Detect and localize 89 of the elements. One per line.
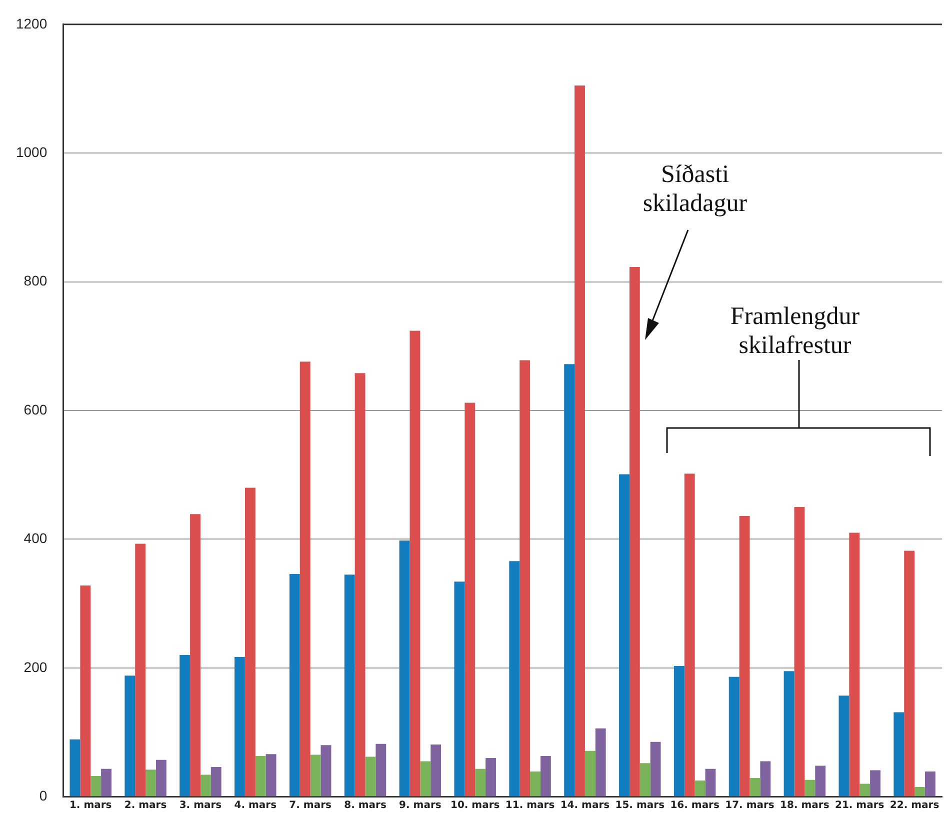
y-tick-label: 1000 (16, 144, 48, 160)
y-tick-label: 200 (24, 658, 48, 675)
annotation: Síðasti skiladagur (642, 160, 748, 218)
bar (694, 780, 706, 796)
bar (146, 770, 156, 796)
y-tick-label: 800 (24, 272, 48, 289)
bar (794, 507, 805, 796)
bar (684, 474, 695, 796)
annotation: Framlengdur skilafrestur (729, 302, 861, 360)
bar (376, 744, 386, 796)
x-tick-label: 11. mars (505, 800, 555, 812)
y-tick-label: 600 (24, 401, 48, 418)
bar (760, 761, 771, 796)
bar (904, 550, 915, 796)
bar (135, 544, 146, 796)
bar (838, 696, 850, 796)
bar (410, 330, 420, 796)
bar (289, 574, 300, 796)
x-tick-label: 16. mars (670, 800, 720, 812)
x-tick-label: 10. mars (450, 800, 500, 812)
bar (520, 360, 530, 796)
y-tick-label: 400 (24, 530, 48, 546)
bar (344, 574, 355, 796)
bar (156, 760, 166, 796)
bar (244, 488, 256, 796)
bar (860, 784, 870, 796)
bar (124, 676, 136, 796)
bar (210, 767, 222, 796)
bar (320, 745, 332, 796)
x-tick-label: 17. mars (725, 800, 774, 812)
x-tick-label: 7. mars (289, 800, 332, 812)
bar (530, 772, 540, 796)
bar (266, 754, 276, 796)
bar (234, 656, 245, 796)
bar (705, 768, 716, 796)
bar (399, 540, 410, 796)
x-tick-label: 14. mars (560, 800, 610, 812)
bar (650, 742, 661, 796)
bar (815, 766, 826, 796)
bar (629, 267, 640, 796)
bar (750, 778, 760, 796)
bar (849, 532, 860, 796)
x-tick-label: 2. mars (124, 800, 167, 812)
bar (509, 561, 520, 796)
bar (310, 754, 321, 796)
bar (475, 768, 486, 796)
bar (640, 763, 650, 796)
bar (430, 744, 442, 796)
x-tick-label: 22. mars (890, 800, 940, 812)
bar (584, 750, 596, 796)
y-tick-label: 0 (39, 787, 48, 804)
x-tick-label: 18. mars (780, 800, 830, 812)
bar (924, 772, 936, 796)
bar (101, 768, 112, 796)
bar (619, 474, 630, 796)
bar (365, 756, 376, 796)
bar (784, 671, 794, 796)
bar (190, 514, 200, 796)
x-tick-label: 8. mars (344, 800, 386, 812)
bar (894, 712, 904, 796)
bar (728, 676, 740, 796)
bar (200, 774, 211, 796)
bar (739, 516, 750, 796)
bar (674, 666, 684, 796)
y-tick-label: 1200 (16, 15, 48, 32)
bar (180, 655, 190, 796)
bar (420, 761, 431, 796)
bar (70, 739, 80, 796)
x-tick-label: 15. mars (615, 800, 665, 812)
x-tick-label: 4. mars (234, 800, 277, 812)
bar (486, 758, 496, 796)
bar (80, 586, 91, 796)
bar (804, 780, 816, 796)
bar (595, 728, 606, 796)
bar (90, 776, 102, 796)
bar (300, 362, 310, 796)
bar (870, 770, 880, 796)
x-tick-label: 9. mars (399, 800, 442, 812)
bar (255, 756, 266, 796)
bar (454, 582, 465, 796)
x-tick-label: 1. mars (69, 800, 112, 812)
bar (464, 402, 476, 796)
bar (914, 786, 925, 796)
bar (574, 86, 585, 796)
bar (540, 756, 551, 796)
x-tick-label: 3. mars (179, 800, 222, 812)
x-tick-label: 21. mars (834, 800, 884, 812)
bar (564, 364, 575, 796)
bar (354, 373, 366, 796)
